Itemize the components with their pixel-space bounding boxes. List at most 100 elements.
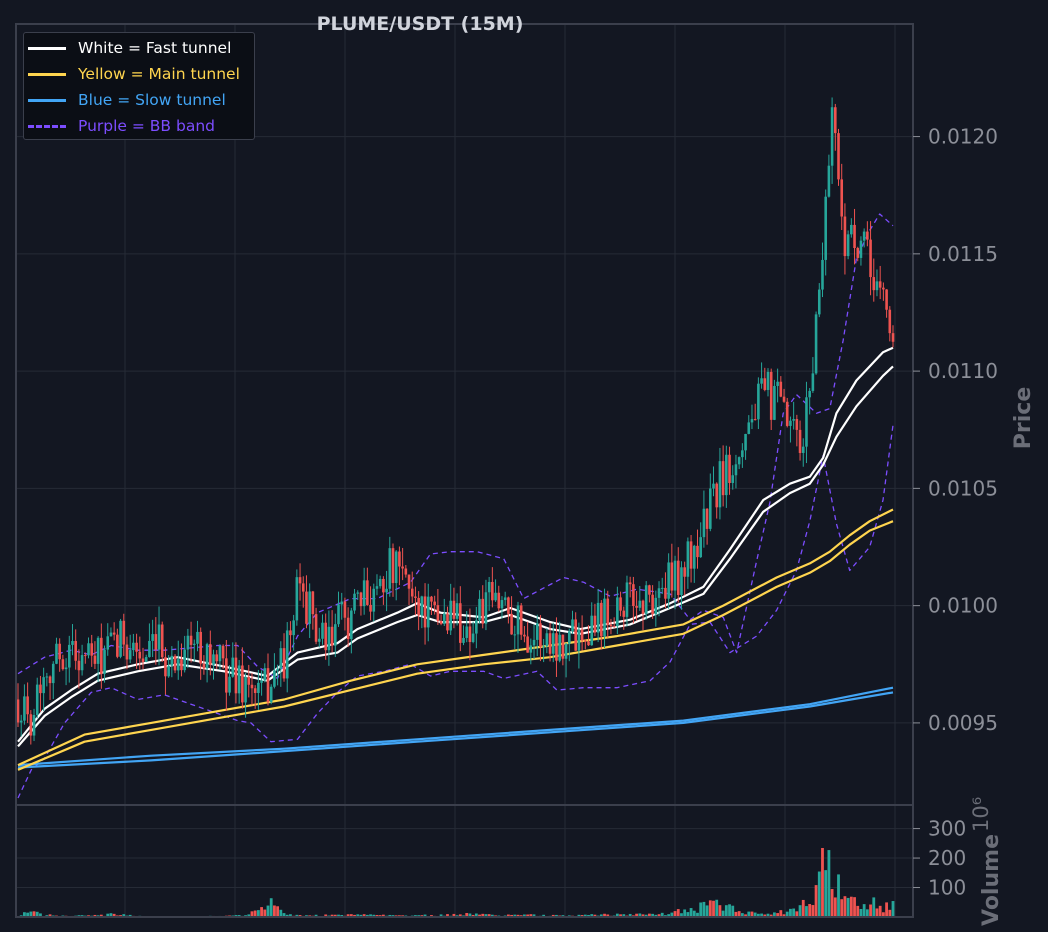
candle-body <box>712 483 715 489</box>
candle-body <box>452 600 456 619</box>
candle-body <box>891 333 895 342</box>
candle-body <box>116 634 119 657</box>
legend-swatch-bb <box>28 124 66 128</box>
volume-bar <box>247 914 251 917</box>
volume-bar <box>35 911 39 917</box>
volume-bar <box>750 911 754 917</box>
volume-bar <box>510 914 513 917</box>
candle-body <box>888 309 892 334</box>
candle-body <box>90 643 94 656</box>
volume-bar <box>667 914 671 917</box>
candle-body <box>773 385 776 420</box>
candle-body <box>282 648 286 679</box>
candle-body <box>625 582 629 617</box>
volume-bar <box>881 912 885 917</box>
volume-bar <box>337 914 340 917</box>
bb-line-lower <box>17 425 894 799</box>
candle-body <box>567 631 571 644</box>
candle-body <box>757 383 760 420</box>
legend-label-slow: Blue = Slow tunnel <box>78 91 226 109</box>
candle-body <box>414 596 417 598</box>
candle-body <box>638 600 642 608</box>
candle-body <box>58 643 61 660</box>
volume-bar <box>513 914 517 917</box>
candle-body <box>221 645 225 659</box>
candle-body <box>545 633 549 647</box>
volume-bar <box>718 905 722 917</box>
volume-bar <box>833 897 837 917</box>
candle-body <box>741 450 744 458</box>
volume-bar <box>670 912 674 917</box>
candle-body <box>651 594 654 615</box>
candle-body <box>77 660 81 671</box>
volume-bar <box>481 913 485 917</box>
candle-body <box>180 659 183 671</box>
volume-bar <box>353 914 356 917</box>
volume-bar <box>314 914 318 917</box>
candle-body <box>353 593 356 611</box>
volume-bar <box>773 912 776 917</box>
volume-bar <box>766 913 770 917</box>
candle-body <box>356 592 360 594</box>
volume-bar <box>869 904 872 917</box>
candle-body <box>369 604 372 612</box>
candle-body <box>144 657 148 662</box>
candle-body <box>247 676 251 685</box>
candle-body <box>837 133 840 180</box>
candle-body <box>212 654 215 665</box>
candle-body <box>805 397 808 447</box>
candle-body <box>667 562 670 599</box>
volume-bar <box>388 914 392 917</box>
candle-body <box>577 629 581 651</box>
candle-body <box>199 631 202 664</box>
candle-body <box>587 641 590 646</box>
volume-bar <box>699 902 703 917</box>
candle-body <box>632 584 635 606</box>
volume-bar <box>112 913 116 917</box>
candle-body <box>539 623 542 648</box>
candle-body <box>273 670 276 687</box>
candle-body <box>241 665 244 703</box>
candle-body <box>29 714 33 736</box>
volume-bar <box>821 847 824 917</box>
volume-bar <box>269 898 273 917</box>
candle-body <box>654 597 658 615</box>
candle-body <box>253 688 257 694</box>
candle-body <box>523 634 526 637</box>
candle-body <box>231 657 235 677</box>
candle-body <box>603 598 606 637</box>
candle-body <box>513 634 517 636</box>
candle-body <box>375 586 379 589</box>
volume-bar <box>603 913 606 917</box>
candle-body <box>834 107 837 134</box>
candle-body <box>442 613 446 624</box>
volume-bar <box>712 900 715 917</box>
volume-bar <box>32 911 36 917</box>
candle-body <box>16 699 20 723</box>
candle-body <box>192 643 196 645</box>
candle-body <box>564 643 568 659</box>
candle-body <box>683 567 686 577</box>
candle-body <box>878 281 882 288</box>
volume-bar <box>484 914 488 917</box>
candle-body <box>465 626 469 638</box>
candle-body <box>407 574 411 589</box>
candle-body <box>459 603 462 643</box>
candle-body <box>689 541 693 569</box>
volume-bar <box>590 914 594 917</box>
price-axis-label: Price <box>1011 387 1036 449</box>
candle-body <box>311 591 315 615</box>
candle-body <box>859 240 863 258</box>
candle-body <box>305 591 308 624</box>
candle-body <box>497 592 501 609</box>
y-tick-label-4: 0.0115 <box>928 242 998 266</box>
volume-bar <box>779 910 783 917</box>
candle-body <box>279 648 283 669</box>
volume-bar <box>478 914 481 917</box>
candle-body <box>516 605 520 635</box>
legend-item-fast: White = Fast tunnel <box>28 37 231 59</box>
volume-bar <box>362 914 366 917</box>
volume-bar <box>744 914 747 917</box>
candles <box>16 97 895 745</box>
candle-body <box>337 604 340 625</box>
